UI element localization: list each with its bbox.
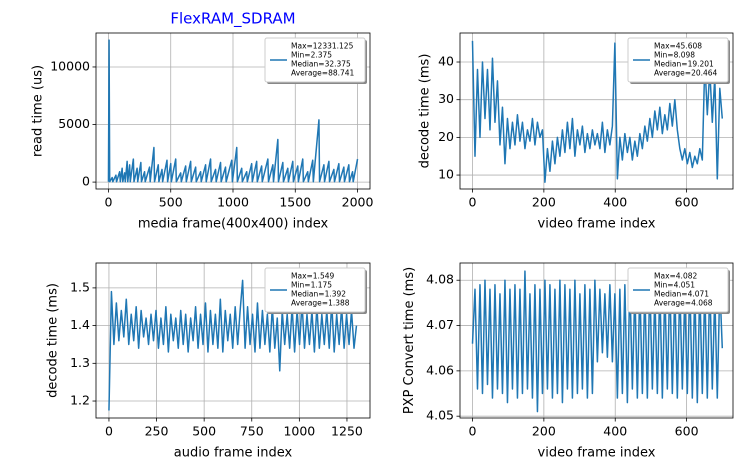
legend-label: Median=4.071 — [654, 290, 709, 299]
chart-title: FlexRAM_SDRAM — [170, 10, 295, 29]
x-tick-label: 600 — [675, 424, 699, 439]
x-tick-label: 600 — [675, 195, 699, 210]
axes-frame — [95, 262, 371, 419]
axes-frame — [459, 262, 734, 419]
x-tick-label: 200 — [532, 424, 556, 439]
legend-label: Min=8.098 — [654, 51, 695, 60]
x-axis-label: media frame(400x400) index — [138, 217, 329, 232]
y-tick-label: 1.5 — [70, 279, 90, 294]
data-line — [471, 270, 724, 413]
subplot: 1.2 1.3 1.4 1.5 0 250 500 750 1000 1250 audio fram… — [46, 262, 371, 461]
x-axis-label: video frame index — [538, 217, 656, 232]
subplot: 4.05 4.06 4.07 4.08 0 200 400 600 video frame in… — [402, 262, 734, 461]
y-tick-label: 20 — [438, 129, 454, 144]
y-axis-label: read time (us) — [31, 65, 46, 157]
legend-label: Min=1.175 — [291, 281, 332, 290]
legend-label: Average=88.741 — [291, 69, 355, 78]
legend-label: Average=4.068 — [654, 299, 713, 308]
x-tick-label: 500 — [192, 424, 216, 439]
y-tick-label: 4.08 — [426, 272, 454, 287]
x-tick-label: 400 — [603, 195, 627, 210]
legend: Max=4.082Min=4.051Median=4.071Average=4.… — [627, 267, 730, 314]
y-tick-label: 10 — [438, 167, 454, 182]
legend-label: Min=2.375 — [291, 51, 332, 60]
y-axis-label: PXP Convert time (ms) — [402, 267, 417, 414]
x-tick-label: 500 — [159, 195, 183, 210]
x-tick-label: 1000 — [283, 424, 315, 439]
y-axis-label: decode time (ms) — [46, 283, 61, 398]
legend-label: Max=1.549 — [291, 272, 334, 281]
x-tick-label: 0 — [105, 424, 113, 439]
subplot: 0 5000 10000 0 500 1000 1500 2000 media frame(40… — [31, 10, 374, 232]
legend: Max=45.608Min=8.098Median=19.201Average=… — [627, 37, 730, 84]
legend-box — [264, 37, 366, 83]
y-tick-label: 30 — [438, 91, 454, 106]
x-tick-label: 0 — [469, 424, 477, 439]
data-line — [471, 40, 724, 183]
legend-label: Average=20.464 — [654, 69, 718, 78]
data-line — [108, 279, 358, 411]
y-tick-label: 10000 — [50, 58, 90, 73]
x-tick-label: 2000 — [342, 195, 374, 210]
y-tick-label: 5000 — [58, 116, 90, 131]
legend-label: Median=32.375 — [291, 60, 351, 69]
x-tick-label: 1500 — [279, 195, 311, 210]
axes-frame — [459, 32, 734, 190]
x-tick-label: 400 — [603, 424, 627, 439]
y-tick-label: 4.06 — [426, 362, 454, 377]
y-tick-label: 0 — [82, 174, 90, 189]
legend-label: Median=19.201 — [654, 60, 714, 69]
y-tick-label: 1.4 — [70, 317, 90, 332]
legend: Max=1.549Min=1.175Median=1.392Average=1.… — [264, 267, 367, 314]
legend-box — [627, 37, 729, 83]
y-tick-label: 4.07 — [426, 317, 454, 332]
legend-label: Min=4.051 — [654, 281, 695, 290]
x-tick-label: 0 — [104, 195, 112, 210]
axes-frame — [95, 32, 371, 190]
x-tick-label: 250 — [145, 424, 169, 439]
y-tick-label: 4.05 — [426, 408, 454, 423]
y-tick-label: 1.3 — [70, 355, 90, 370]
legend-label: Average=1.388 — [291, 299, 350, 308]
x-tick-label: 1250 — [331, 424, 363, 439]
y-tick-label: 1.2 — [70, 393, 90, 408]
legend-label: Max=45.608 — [654, 42, 702, 51]
x-axis-label: audio frame index — [174, 446, 293, 461]
legend-box — [264, 267, 366, 313]
legend-box — [627, 267, 729, 313]
x-tick-label: 200 — [532, 195, 556, 210]
legend: Max=12331.125Min=2.375Median=32.375Avera… — [264, 37, 367, 84]
data-line — [107, 39, 359, 183]
x-tick-label: 750 — [240, 424, 264, 439]
legend-label: Max=12331.125 — [291, 42, 354, 51]
y-tick-label: 40 — [438, 54, 454, 69]
y-axis-label: decode time (ms) — [417, 54, 432, 169]
x-axis-label: video frame index — [538, 446, 656, 461]
legend-label: Max=4.082 — [654, 272, 697, 281]
x-tick-label: 0 — [469, 195, 477, 210]
x-tick-label: 1000 — [217, 195, 249, 210]
legend-label: Median=1.392 — [291, 290, 346, 299]
